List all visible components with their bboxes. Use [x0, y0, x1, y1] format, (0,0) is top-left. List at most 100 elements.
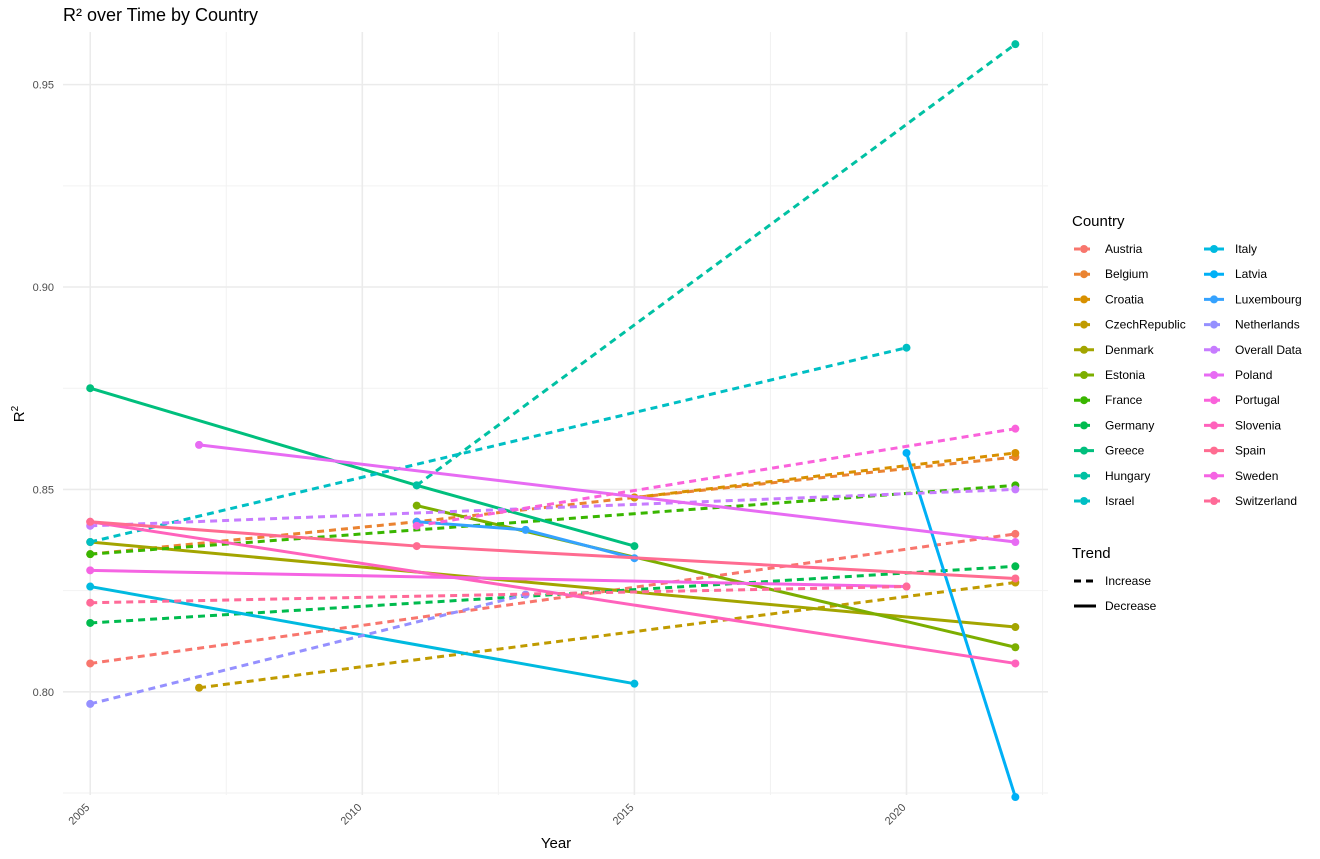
series-line-denmark	[90, 540, 1016, 629]
data-point-netherlands	[86, 699, 95, 708]
series-switzerland	[86, 582, 911, 607]
data-point-spain	[86, 517, 95, 526]
series-line-croatia	[634, 451, 1016, 499]
legend-label: Italy	[1235, 242, 1257, 256]
series-line-belgium	[90, 455, 1016, 556]
legend-item-belgium: Belgium	[1074, 267, 1148, 281]
legend-item-overall-data: Overall Data	[1204, 343, 1302, 357]
legend-label: Belgium	[1105, 267, 1148, 281]
legend-label: Croatia	[1105, 292, 1144, 306]
data-point-austria	[86, 659, 95, 668]
legend-item-czechrepublic: CzechRepublic	[1074, 318, 1186, 332]
y-axis-ticks: 0.80 0.85 0.90 0.95	[33, 80, 54, 699]
legend-label: Luxembourg	[1235, 292, 1302, 306]
legend-item-italy: Italy	[1204, 242, 1257, 256]
data-point-denmark	[1011, 623, 1020, 632]
legend-label: Spain	[1235, 444, 1266, 458]
data-point-sweden	[86, 566, 95, 575]
legend-item-slovenia: Slovenia	[1204, 418, 1281, 432]
legend-item-greece: Greece	[1074, 444, 1145, 458]
series-line-hungary	[415, 42, 1017, 487]
data-point-poland	[1011, 538, 1020, 547]
legend-label: Sweden	[1235, 469, 1278, 483]
series-spain	[86, 517, 1020, 583]
data-point-france	[86, 550, 95, 559]
legend-item-israel: Israel	[1074, 494, 1134, 508]
legend-item-portugal: Portugal	[1204, 393, 1280, 407]
series-line-estonia	[416, 504, 1016, 649]
series-israel	[86, 343, 911, 547]
series-line-switzerland	[90, 585, 907, 605]
legend-swatch-point	[1210, 245, 1218, 253]
legend-label: Estonia	[1105, 368, 1145, 382]
legend-item-croatia: Croatia	[1074, 292, 1144, 306]
legend-item-austria: Austria	[1074, 242, 1143, 256]
legend-label: France	[1105, 393, 1143, 407]
series-line-israel	[89, 346, 907, 544]
legend-item-sweden: Sweden	[1204, 469, 1278, 483]
data-point-hungary	[412, 481, 421, 490]
legend-swatch-point	[1210, 320, 1218, 329]
trend-legend-label: Increase	[1105, 574, 1151, 588]
data-point-estonia	[1011, 643, 1020, 652]
data-point-luxembourg	[521, 525, 530, 534]
legend-label: Poland	[1235, 368, 1272, 382]
legend-label: Overall Data	[1235, 343, 1302, 357]
legend-swatch-point	[1210, 497, 1218, 505]
chart-title: R² over Time by Country	[63, 5, 258, 25]
data-point-italy	[86, 582, 95, 591]
x-axis-ticks: 2005 2010 2015 2020	[67, 802, 909, 828]
legend-label: Portugal	[1235, 393, 1280, 407]
series-line-overall-data	[90, 487, 1016, 528]
legend-item-luxembourg: Luxembourg	[1204, 292, 1302, 306]
x-axis-title: Year	[541, 835, 571, 852]
data-point-greece	[86, 384, 95, 393]
y-axis-title-base: R	[11, 411, 28, 422]
legend-item-hungary: Hungary	[1074, 469, 1150, 483]
data-point-estonia	[412, 501, 421, 510]
legend-label: Austria	[1105, 242, 1143, 256]
trend-legend-item-increase: Increase	[1074, 574, 1151, 588]
data-point-austria	[1011, 529, 1020, 538]
legend-swatch-point	[1080, 371, 1088, 379]
series-line-sweden	[90, 568, 907, 589]
legend-label: Greece	[1105, 444, 1145, 458]
legend-label: Netherlands	[1235, 318, 1300, 332]
legend-swatch-point	[1210, 396, 1218, 405]
y-tick-label: 0.95	[33, 80, 54, 92]
x-tick-label: 2020	[883, 802, 909, 828]
series-line-spain	[90, 520, 1016, 580]
legend-item-germany: Germany	[1074, 418, 1154, 432]
legend-swatch-point	[1210, 270, 1218, 279]
legend-item-denmark: Denmark	[1074, 343, 1155, 357]
legend-label: CzechRepublic	[1105, 318, 1186, 332]
data-point-italy	[630, 679, 639, 688]
data-point-latvia	[1011, 793, 1020, 802]
data-point-spain	[412, 542, 421, 551]
legend-country: Austria Belgium Croatia CzechRepublic Denmar…	[1074, 242, 1302, 508]
data-point-switzerland	[86, 598, 95, 607]
legend-swatch-point	[1210, 371, 1218, 379]
legend-swatch-point	[1080, 421, 1088, 430]
legend-label: Israel	[1105, 494, 1134, 508]
grid	[63, 32, 1048, 795]
data-point-hungary	[1011, 40, 1020, 49]
legend-swatch-point	[1210, 295, 1218, 304]
legend-label: Switzerland	[1235, 494, 1297, 508]
legend-item-netherlands: Netherlands	[1204, 318, 1300, 332]
data-point-switzerland	[902, 582, 911, 591]
data-point-slovenia	[1011, 659, 1020, 668]
x-tick-label: 2005	[67, 802, 93, 828]
legend-swatch-point	[1210, 345, 1218, 354]
legend-swatch-point	[1080, 471, 1088, 480]
data-point-greece	[630, 542, 639, 551]
trend-legend-label: Decrease	[1105, 599, 1157, 613]
y-tick-label: 0.90	[33, 282, 54, 294]
series-line-germany	[90, 564, 1016, 625]
legend-swatch-point	[1080, 270, 1088, 279]
legend-item-spain: Spain	[1204, 444, 1266, 458]
legend-label: Latvia	[1235, 267, 1267, 281]
x-tick-label: 2010	[339, 802, 365, 828]
trend-legend-title: Trend	[1072, 545, 1111, 562]
